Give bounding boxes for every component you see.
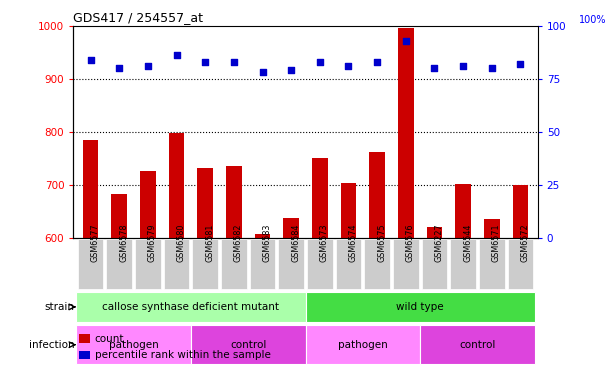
Bar bbox=[340, 183, 356, 238]
Bar bbox=[226, 166, 242, 238]
Text: pathogen: pathogen bbox=[338, 340, 388, 350]
Bar bbox=[169, 133, 185, 238]
FancyBboxPatch shape bbox=[278, 239, 304, 289]
Text: GSM6577: GSM6577 bbox=[90, 223, 100, 262]
FancyBboxPatch shape bbox=[76, 325, 191, 364]
FancyBboxPatch shape bbox=[250, 239, 276, 289]
FancyBboxPatch shape bbox=[192, 239, 218, 289]
FancyBboxPatch shape bbox=[106, 239, 132, 289]
Text: GSM6582: GSM6582 bbox=[234, 223, 243, 262]
Bar bbox=[484, 219, 500, 238]
Text: GSM6575: GSM6575 bbox=[377, 223, 386, 262]
Text: GSM6544: GSM6544 bbox=[463, 223, 472, 262]
Text: GSM6581: GSM6581 bbox=[205, 223, 214, 262]
Bar bbox=[140, 171, 156, 238]
Text: GSM6572: GSM6572 bbox=[521, 223, 530, 262]
Bar bbox=[398, 28, 414, 238]
Point bbox=[229, 59, 239, 65]
Bar bbox=[255, 234, 271, 238]
Text: GSM6580: GSM6580 bbox=[177, 223, 186, 262]
Bar bbox=[369, 152, 385, 238]
FancyBboxPatch shape bbox=[191, 325, 306, 364]
Point bbox=[143, 63, 153, 69]
FancyBboxPatch shape bbox=[164, 239, 189, 289]
Text: GSM6574: GSM6574 bbox=[348, 223, 357, 262]
Text: control: control bbox=[459, 340, 496, 350]
Text: count: count bbox=[95, 333, 124, 344]
FancyBboxPatch shape bbox=[76, 292, 306, 322]
Text: callose synthase deficient mutant: callose synthase deficient mutant bbox=[103, 302, 279, 312]
Point bbox=[516, 61, 525, 67]
Point bbox=[372, 59, 382, 65]
Text: 100%: 100% bbox=[579, 15, 607, 25]
FancyBboxPatch shape bbox=[307, 239, 333, 289]
Text: control: control bbox=[230, 340, 266, 350]
FancyBboxPatch shape bbox=[135, 239, 161, 289]
FancyBboxPatch shape bbox=[508, 239, 533, 289]
Bar bbox=[426, 227, 442, 238]
Text: strain: strain bbox=[45, 302, 75, 312]
Bar bbox=[197, 168, 213, 238]
FancyBboxPatch shape bbox=[450, 239, 476, 289]
Bar bbox=[455, 184, 471, 238]
Text: GDS417 / 254557_at: GDS417 / 254557_at bbox=[73, 11, 203, 25]
Text: GSM6578: GSM6578 bbox=[119, 223, 128, 262]
Point bbox=[114, 65, 124, 71]
Point bbox=[430, 65, 439, 71]
FancyBboxPatch shape bbox=[364, 239, 390, 289]
Point bbox=[458, 63, 468, 69]
FancyBboxPatch shape bbox=[78, 239, 103, 289]
Text: GSM6584: GSM6584 bbox=[291, 223, 300, 262]
Text: percentile rank within the sample: percentile rank within the sample bbox=[95, 350, 271, 360]
Bar bbox=[312, 158, 327, 238]
Text: wild type: wild type bbox=[397, 302, 444, 312]
Point bbox=[86, 57, 95, 63]
Point bbox=[343, 63, 353, 69]
Text: GSM6227: GSM6227 bbox=[434, 223, 444, 262]
Bar bbox=[111, 194, 127, 238]
FancyBboxPatch shape bbox=[306, 325, 420, 364]
FancyBboxPatch shape bbox=[420, 325, 535, 364]
Point bbox=[401, 38, 411, 44]
Text: GSM6583: GSM6583 bbox=[263, 223, 271, 262]
Point bbox=[200, 59, 210, 65]
Point bbox=[487, 65, 497, 71]
Point bbox=[287, 67, 296, 73]
FancyBboxPatch shape bbox=[479, 239, 505, 289]
Point bbox=[315, 59, 324, 65]
Text: GSM6576: GSM6576 bbox=[406, 223, 415, 262]
Bar bbox=[284, 218, 299, 238]
Text: infection: infection bbox=[29, 340, 75, 350]
Bar bbox=[513, 184, 529, 238]
Text: GSM6579: GSM6579 bbox=[148, 223, 157, 262]
Bar bbox=[82, 140, 98, 238]
Point bbox=[172, 52, 181, 58]
Point bbox=[258, 70, 268, 75]
FancyBboxPatch shape bbox=[393, 239, 419, 289]
FancyBboxPatch shape bbox=[306, 292, 535, 322]
FancyBboxPatch shape bbox=[335, 239, 361, 289]
FancyBboxPatch shape bbox=[422, 239, 447, 289]
Text: pathogen: pathogen bbox=[109, 340, 158, 350]
FancyBboxPatch shape bbox=[221, 239, 247, 289]
Text: GSM6573: GSM6573 bbox=[320, 223, 329, 262]
Text: GSM6571: GSM6571 bbox=[492, 223, 501, 262]
